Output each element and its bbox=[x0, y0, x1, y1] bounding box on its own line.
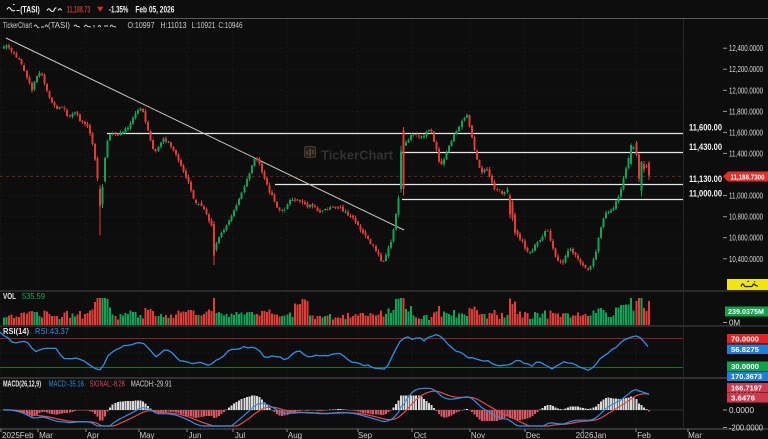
svg-text:L:10921: L:10921 bbox=[192, 21, 216, 30]
svg-text:Mar: Mar bbox=[688, 431, 702, 439]
svg-text:TickerChart: TickerChart bbox=[3, 21, 33, 30]
svg-text:11,000.00: 11,000.00 bbox=[689, 189, 722, 199]
svg-text:Aug: Aug bbox=[288, 431, 302, 439]
svg-text:2025Feb: 2025Feb bbox=[2, 431, 34, 439]
svg-text:535.59: 535.59 bbox=[22, 292, 46, 301]
svg-text:TickerChart: TickerChart bbox=[321, 148, 394, 163]
svg-text:11,600.00: 11,600.00 bbox=[689, 123, 722, 133]
svg-text:Sep: Sep bbox=[358, 431, 373, 439]
svg-text:H:11013: H:11013 bbox=[161, 21, 187, 30]
svg-text:VOL: VOL bbox=[3, 292, 16, 301]
svg-text:O:10997: O:10997 bbox=[128, 21, 155, 30]
svg-text:11,800.0000: 11,800.0000 bbox=[729, 107, 763, 116]
svg-text:Jul: Jul bbox=[235, 431, 245, 439]
svg-text:Feb 05, 2026: Feb 05, 2026 bbox=[135, 5, 174, 16]
svg-text:10,400.0000: 10,400.0000 bbox=[729, 255, 763, 264]
svg-text:239.0375M: 239.0375M bbox=[728, 307, 764, 316]
svg-text:Jun: Jun bbox=[189, 431, 202, 439]
svg-text:C:10946: C:10946 bbox=[219, 21, 243, 30]
svg-text:0.0000: 0.0000 bbox=[729, 406, 755, 415]
svg-text:56.8275: 56.8275 bbox=[731, 345, 759, 354]
svg-text:11,188.7300: 11,188.7300 bbox=[731, 173, 765, 182]
svg-text:MACDH:-29.91: MACDH:-29.91 bbox=[131, 380, 172, 389]
svg-text:11,400.0000: 11,400.0000 bbox=[729, 149, 763, 158]
svg-text:Mar: Mar bbox=[39, 431, 53, 439]
svg-text:170.3673: 170.3673 bbox=[731, 372, 762, 381]
svg-text:RSI:43.37: RSI:43.37 bbox=[35, 327, 70, 336]
svg-text:SIGNAL:-8.28: SIGNAL:-8.28 bbox=[90, 380, 125, 389]
svg-text:Apr: Apr bbox=[87, 431, 100, 439]
svg-text:12,400.0000: 12,400.0000 bbox=[729, 44, 763, 53]
svg-text:11,430.00: 11,430.00 bbox=[689, 142, 722, 152]
svg-text:11,130.00: 11,130.00 bbox=[689, 174, 722, 184]
svg-text:MACD:-35.16: MACD:-35.16 bbox=[49, 380, 84, 389]
svg-text:Nov: Nov bbox=[471, 431, 485, 439]
svg-text:3.6476: 3.6476 bbox=[731, 393, 755, 402]
svg-text:-1.35%: -1.35% bbox=[109, 5, 129, 16]
svg-text:Feb: Feb bbox=[637, 431, 651, 439]
svg-text:12,200.0000: 12,200.0000 bbox=[729, 65, 763, 74]
svg-text:MACD(26,12,9): MACD(26,12,9) bbox=[3, 380, 41, 389]
svg-text:10,800.0000: 10,800.0000 bbox=[729, 213, 763, 222]
svg-text:11,000.0000: 11,000.0000 bbox=[729, 192, 763, 201]
svg-text:Dec: Dec bbox=[526, 431, 540, 439]
svg-text:-200.0000: -200.0000 bbox=[729, 424, 764, 433]
svg-text:RSI(14): RSI(14) bbox=[3, 327, 29, 336]
svg-text:10,600.0000: 10,600.0000 bbox=[729, 234, 763, 243]
svg-text:11,188.73: 11,188.73 bbox=[67, 5, 91, 16]
svg-text:30.0000: 30.0000 bbox=[731, 362, 759, 371]
svg-text:166.7197: 166.7197 bbox=[731, 383, 762, 392]
svg-text:0M: 0M bbox=[729, 319, 740, 328]
svg-text:70.0000: 70.0000 bbox=[731, 334, 759, 343]
svg-text:12,000.0000: 12,000.0000 bbox=[729, 86, 763, 95]
svg-text:11,600.0000: 11,600.0000 bbox=[729, 128, 763, 137]
svg-text:(TASI): (TASI) bbox=[48, 21, 70, 30]
svg-text:2026Jan: 2026Jan bbox=[576, 431, 607, 439]
svg-text:Oct: Oct bbox=[414, 431, 427, 439]
svg-text:(TASI): (TASI) bbox=[20, 5, 40, 16]
svg-text:May: May bbox=[139, 431, 154, 439]
